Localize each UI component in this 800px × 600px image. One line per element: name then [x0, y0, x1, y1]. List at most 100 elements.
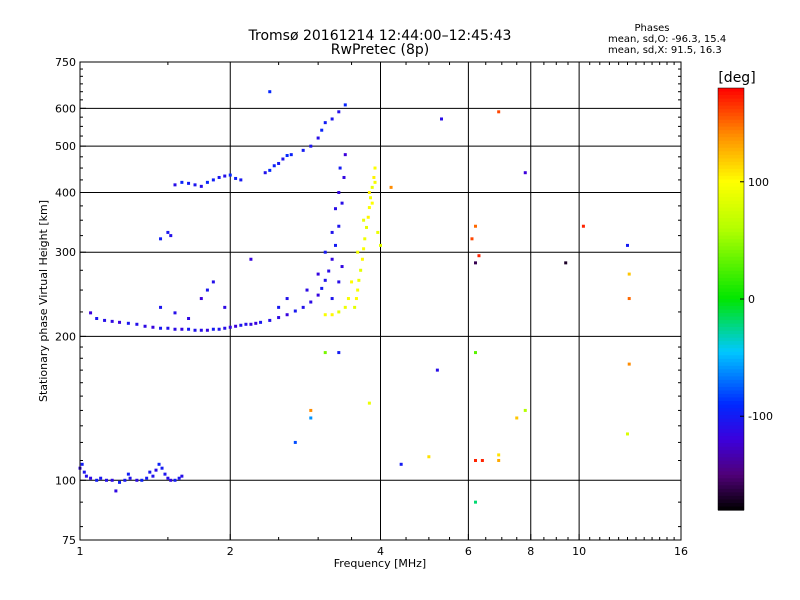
colorbar-band	[718, 506, 744, 511]
data-point	[118, 320, 122, 324]
colorbar-band	[718, 189, 744, 195]
data-point	[268, 90, 272, 94]
data-point	[180, 180, 184, 184]
data-point	[244, 322, 248, 326]
colorbar-band	[718, 214, 744, 219]
colorbar-band	[718, 450, 744, 455]
data-point	[223, 174, 227, 178]
colorbar-band	[718, 481, 744, 486]
data-point	[301, 148, 305, 152]
data-point	[362, 218, 366, 222]
y-tick-label: 400	[55, 186, 76, 199]
y-tick-label: 200	[55, 330, 76, 343]
data-point	[205, 180, 209, 184]
colorbar-band	[718, 306, 744, 311]
colorbar-band	[718, 277, 744, 283]
colorbar-band	[718, 376, 744, 381]
colorbar-band	[718, 379, 744, 384]
data-point	[166, 230, 170, 234]
colorbar-band	[718, 358, 744, 363]
y-tick-label: 100	[55, 474, 76, 487]
y-axis-label: Stationary phase Virtual Height [km]	[37, 200, 50, 402]
colorbar-band	[718, 172, 744, 177]
colorbar-band	[718, 284, 744, 290]
colorbar-band	[718, 158, 744, 163]
data-point	[356, 250, 360, 254]
data-point	[217, 175, 221, 179]
colorbar-band	[718, 98, 744, 103]
colorbar-band	[718, 137, 744, 142]
data-point	[187, 181, 191, 185]
colorbar-band	[718, 408, 744, 413]
colorbar-band	[718, 116, 744, 121]
colorbar-band	[718, 123, 744, 128]
colorbar-band	[718, 102, 744, 107]
colorbar-band	[718, 225, 744, 230]
data-point	[166, 476, 170, 480]
data-point	[135, 478, 139, 482]
data-points	[78, 90, 631, 504]
data-point	[477, 254, 481, 258]
colorbar-band	[718, 197, 744, 202]
data-point	[370, 185, 374, 189]
data-point	[369, 196, 373, 200]
data-point	[249, 257, 253, 261]
data-point	[323, 278, 327, 282]
data-point	[473, 351, 477, 355]
colorbar: [deg] 100 0 -100	[717, 70, 773, 511]
data-point	[169, 234, 173, 238]
data-point	[337, 310, 341, 314]
colorbar-band	[718, 316, 744, 321]
data-point	[515, 416, 519, 420]
colorbar-band	[718, 453, 744, 458]
data-point	[367, 401, 371, 405]
x-tick-label: 1	[77, 545, 84, 558]
colorbar-band	[718, 105, 744, 110]
data-point	[333, 207, 337, 211]
data-point	[309, 408, 313, 412]
colorbar-band	[718, 330, 744, 335]
data-point	[123, 478, 127, 482]
colorbar-band	[718, 474, 744, 479]
data-point	[323, 250, 327, 254]
data-point	[330, 257, 334, 261]
data-point	[627, 272, 631, 276]
data-point	[187, 316, 191, 320]
data-point	[148, 470, 152, 474]
data-point	[259, 320, 263, 324]
data-point	[166, 326, 170, 330]
data-point	[316, 272, 320, 276]
data-point	[497, 110, 501, 114]
data-point	[289, 153, 293, 157]
data-point	[473, 458, 477, 462]
data-point	[367, 206, 371, 210]
data-point	[180, 327, 184, 331]
data-point	[343, 153, 347, 157]
colorbar-band	[718, 499, 744, 504]
data-point	[104, 478, 108, 482]
colorbar-band	[718, 144, 744, 149]
data-point	[217, 327, 221, 331]
chart-title: Tromsø 20161214 12:44:00–12:45:43	[248, 28, 512, 44]
colorbar-band	[718, 274, 744, 279]
colorbar-band	[718, 186, 744, 191]
data-point	[316, 136, 320, 140]
data-point	[99, 476, 103, 480]
data-point	[373, 166, 377, 170]
colorbar-band	[718, 397, 744, 402]
colorbar-band	[718, 239, 744, 244]
data-point	[362, 247, 366, 251]
data-point	[159, 305, 163, 309]
data-point	[223, 305, 227, 309]
colorbar-tick-label: 0	[748, 293, 755, 306]
colorbar-band	[718, 133, 744, 138]
data-point	[320, 286, 324, 290]
colorbar-band	[718, 460, 744, 465]
colorbar-band	[718, 182, 744, 188]
colorbar-band	[718, 457, 744, 462]
data-point	[159, 326, 163, 330]
data-point	[330, 117, 334, 121]
colorbar-gradient	[718, 88, 744, 511]
colorbar-band	[718, 404, 744, 409]
